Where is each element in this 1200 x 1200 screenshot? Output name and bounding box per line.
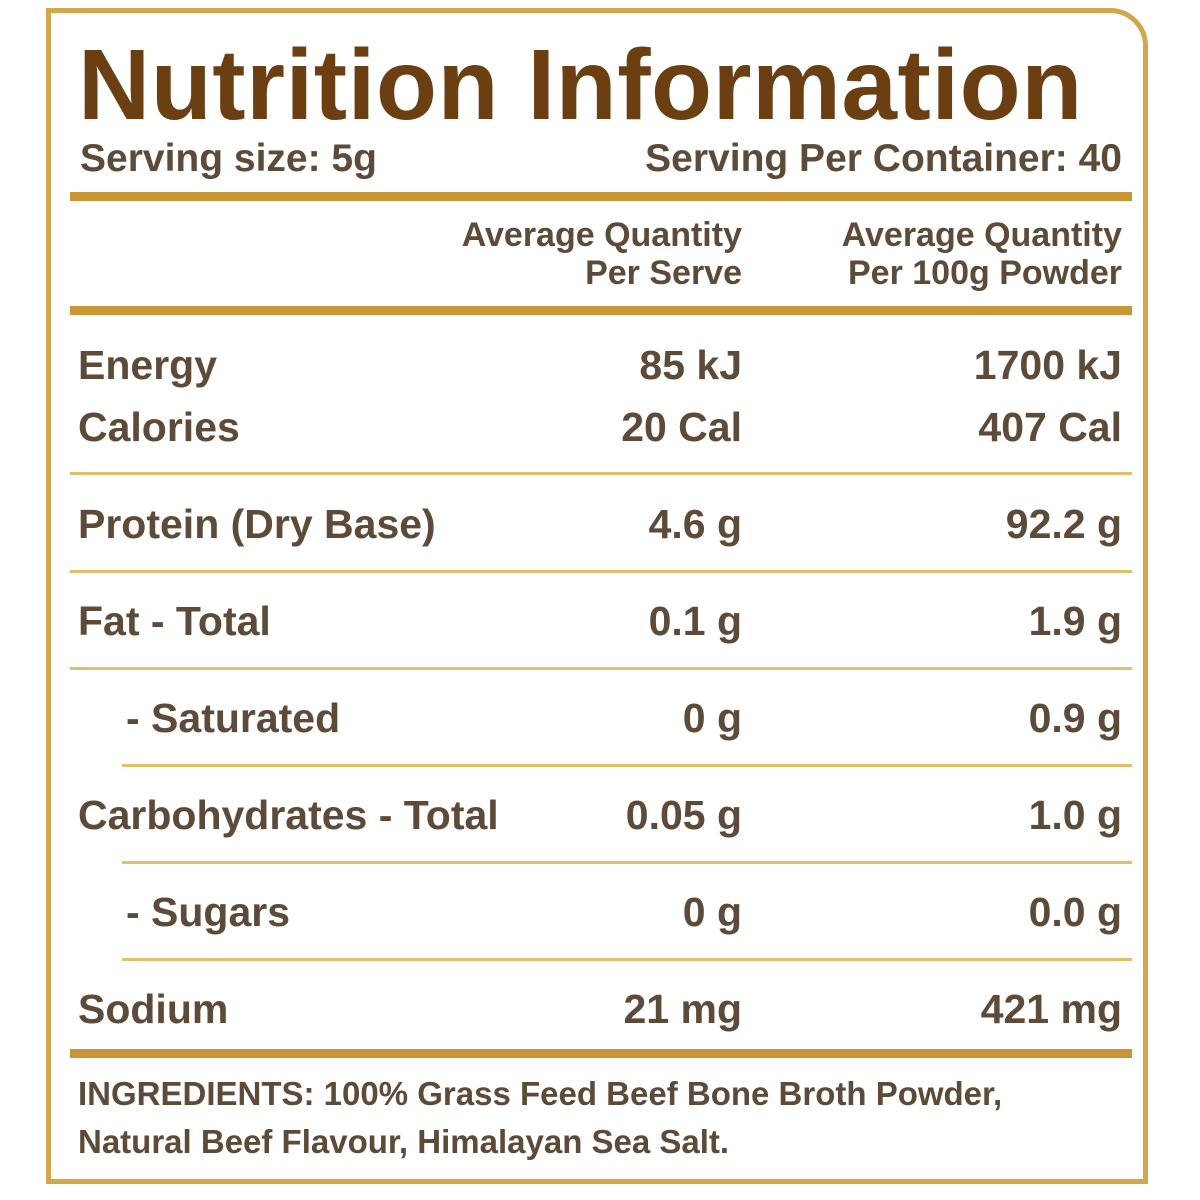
table-row: Sodium 21 mg 421 mg (0, 981, 1200, 1037)
row-divider (70, 472, 1132, 475)
per-serve-value: 0 g (682, 889, 742, 935)
per-100g-value: 407 Cal (978, 404, 1122, 450)
per-serve-value: 20 Cal (621, 404, 742, 450)
nutrient-name: Sodium (78, 986, 229, 1032)
row-divider (70, 570, 1132, 573)
nutrient-name: - Saturated (126, 695, 341, 741)
per-100g-value: 92.2 g (1005, 501, 1122, 547)
row-divider (70, 667, 1132, 670)
per-serve-value: 0 g (682, 695, 742, 741)
table-row: Energy 85 kJ 1700 kJ (0, 337, 1200, 393)
nutrition-panel (46, 8, 1148, 1184)
serving-per-container: Serving Per Container: 40 (645, 137, 1122, 180)
table-row: Protein (Dry Base) 4.6 g 92.2 g (0, 496, 1200, 552)
column-header-per-100g-line1: Average Quantity (841, 216, 1122, 254)
row-divider (122, 861, 1132, 864)
page-title: Nutrition Information (78, 29, 1083, 141)
per-serve-value: 85 kJ (639, 342, 742, 388)
row-divider (122, 764, 1132, 767)
table-row: Carbohydrates - Total 0.05 g 1.0 g (0, 787, 1200, 843)
table-row: Calories 20 Cal 407 Cal (0, 399, 1200, 455)
nutrient-name: - Sugars (126, 889, 291, 935)
table-row: - Sugars 0 g 0.0 g (0, 884, 1200, 940)
per-serve-value: 4.6 g (648, 501, 742, 547)
per-serve-value: 21 mg (623, 986, 743, 1032)
column-header-per-serve: Average Quantity Per Serve (462, 216, 742, 292)
nutrient-name: Calories (78, 404, 240, 450)
header-divider-bottom (70, 306, 1132, 315)
column-header-per-serve-line1: Average Quantity (461, 216, 742, 254)
nutrient-name: Energy (78, 342, 217, 388)
nutrient-name: Protein (Dry Base) (78, 501, 436, 547)
column-header-per-100g: Average Quantity Per 100g Powder (842, 216, 1122, 292)
per-100g-value: 1.0 g (1028, 792, 1122, 838)
header-divider-top (70, 192, 1132, 201)
ingredients-line: Natural Beef Flavour, Himalayan Sea Salt… (78, 1123, 730, 1160)
ingredients-line: INGREDIENTS: 100% Grass Feed Beef Bone B… (78, 1075, 1003, 1112)
per-100g-value: 421 mg (980, 986, 1122, 1032)
column-header-per-100g-line2: Per 100g Powder (847, 254, 1122, 292)
per-100g-value: 0.9 g (1028, 695, 1122, 741)
table-row: Fat - Total 0.1 g 1.9 g (0, 593, 1200, 649)
per-100g-value: 1700 kJ (973, 342, 1122, 388)
nutrient-name: Fat - Total (78, 598, 271, 644)
row-divider (122, 958, 1132, 961)
ingredients-text: INGREDIENTS: 100% Grass Feed Beef Bone B… (78, 1070, 1138, 1166)
per-100g-value: 1.9 g (1028, 598, 1122, 644)
per-serve-value: 0.05 g (625, 792, 742, 838)
per-100g-value: 0.0 g (1028, 889, 1122, 935)
serving-size: Serving size: 5g (80, 137, 377, 180)
ingredients-divider (70, 1049, 1132, 1058)
per-serve-value: 0.1 g (648, 598, 742, 644)
column-header-per-serve-line2: Per Serve (585, 254, 742, 292)
table-row: - Saturated 0 g 0.9 g (0, 690, 1200, 746)
nutrient-name: Carbohydrates - Total (78, 792, 499, 838)
